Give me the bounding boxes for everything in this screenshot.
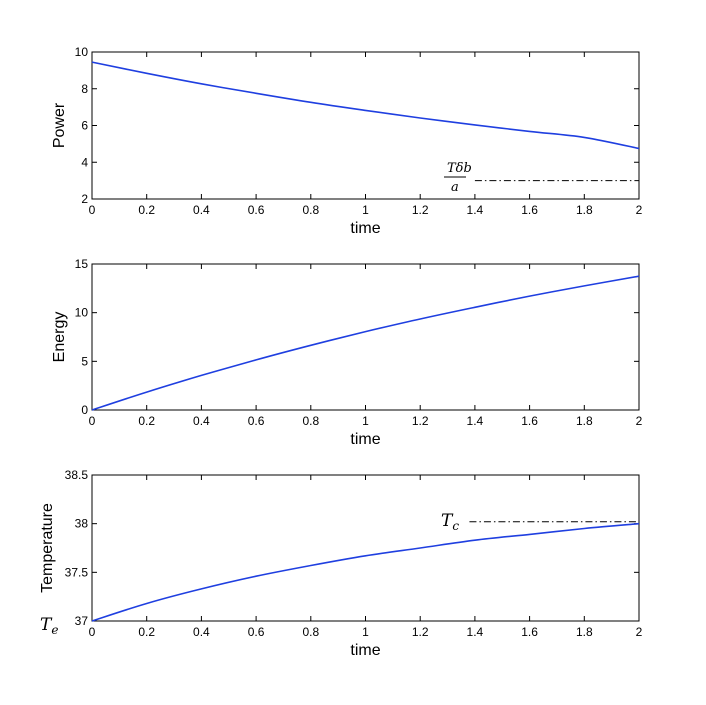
x-tick-label: 0.2 [138, 203, 155, 217]
x-tick-label: 1 [362, 414, 369, 428]
y-tick-label: 37.5 [65, 565, 89, 579]
y-tick-label: 0 [81, 403, 88, 417]
x-tick-label: 1.4 [467, 414, 484, 428]
x-tick-label: 1.8 [576, 625, 593, 639]
reference-label-denominator: a [451, 180, 459, 195]
y-tick-label: 2 [81, 192, 88, 206]
x-tick-label: 2 [636, 414, 643, 428]
series-line [91, 61, 640, 150]
x-tick-label: 0.2 [138, 414, 155, 428]
panel-temperature: 0 0.2 0.4 0.6 0.8 1 1.2 1.4 1.6 1.8 2 37 37.5 38 38.5… [39, 468, 643, 659]
y-axis-label: Temperature [39, 503, 56, 593]
y-tick-label: 38 [75, 517, 89, 531]
x-axis-label: time [350, 431, 380, 448]
series-line [91, 275, 640, 411]
x-tick-label: 1.6 [521, 625, 538, 639]
x-tick-label: 1 [362, 203, 369, 217]
corner-label-te-subscript: e [51, 623, 58, 637]
x-tick-label: 1.6 [521, 414, 538, 428]
x-ticks: 0 0.2 0.4 0.6 0.8 1 1.2 1.4 1.6 1.8 2 [89, 52, 643, 217]
x-tick-label: 0 [89, 203, 96, 217]
corner-label-te: Te [40, 615, 58, 637]
x-tick-label: 1 [362, 625, 369, 639]
series-line [91, 522, 640, 622]
reference-label-numerator: Tδb [447, 161, 472, 176]
axes-frame [91, 51, 640, 200]
y-tick-label: 38.5 [65, 468, 89, 482]
y-axis-label: Energy [51, 312, 68, 363]
x-tick-label: 1.2 [412, 203, 429, 217]
x-ticks: 0 0.2 0.4 0.6 0.8 1 1.2 1.4 1.6 1.8 2 [89, 475, 643, 639]
y-tick-label: 10 [75, 306, 89, 320]
x-tick-label: 0.8 [302, 414, 319, 428]
x-tick-label: 0.2 [138, 625, 155, 639]
x-tick-label: 0.6 [248, 625, 265, 639]
x-ticks: 0 0.2 0.4 0.6 0.8 1 1.2 1.4 1.6 1.8 2 [89, 264, 643, 428]
axes-frame [91, 474, 640, 622]
x-tick-label: 1.4 [467, 203, 484, 217]
x-tick-label: 0.4 [193, 414, 210, 428]
x-tick-label: 0.6 [248, 414, 265, 428]
x-tick-label: 1.8 [576, 203, 593, 217]
x-tick-label: 2 [636, 625, 643, 639]
y-tick-label: 6 [81, 119, 88, 133]
y-ticks: 0 5 10 15 [75, 257, 639, 417]
reference-label-tc-subscript: c [452, 519, 459, 533]
reference-label-tc: Tc [441, 511, 459, 533]
y-tick-label: 4 [81, 155, 88, 169]
x-tick-label: 1.2 [412, 414, 429, 428]
y-ticks: 37 37.5 38 38.5 [65, 468, 639, 628]
y-tick-label: 5 [81, 354, 88, 368]
x-tick-label: 0.8 [302, 625, 319, 639]
y-axis-label: Power [51, 102, 68, 148]
x-tick-label: 0.6 [248, 203, 265, 217]
x-tick-label: 2 [636, 203, 643, 217]
x-axis-label: time [350, 642, 380, 659]
x-tick-label: 0.4 [193, 203, 210, 217]
x-tick-label: 1.8 [576, 414, 593, 428]
x-tick-label: 0.8 [302, 203, 319, 217]
panel-power: 0 0.2 0.4 0.6 0.8 1 1.2 1.4 1.6 1.8 2 2 4 6 8 10 Tδb a… [51, 45, 643, 237]
y-ticks: 2 4 6 8 10 [75, 45, 639, 206]
x-tick-label: 0.4 [193, 625, 210, 639]
y-tick-label: 8 [81, 82, 88, 96]
axes-frame [91, 263, 640, 411]
y-tick-label: 37 [75, 614, 89, 628]
x-tick-label: 1.2 [412, 625, 429, 639]
x-tick-label: 0 [89, 625, 96, 639]
y-tick-label: 15 [75, 257, 89, 271]
y-tick-label: 10 [75, 45, 89, 59]
x-tick-label: 1.6 [521, 203, 538, 217]
x-tick-label: 1.4 [467, 625, 484, 639]
x-axis-label: time [350, 220, 380, 237]
x-tick-label: 0 [89, 414, 96, 428]
